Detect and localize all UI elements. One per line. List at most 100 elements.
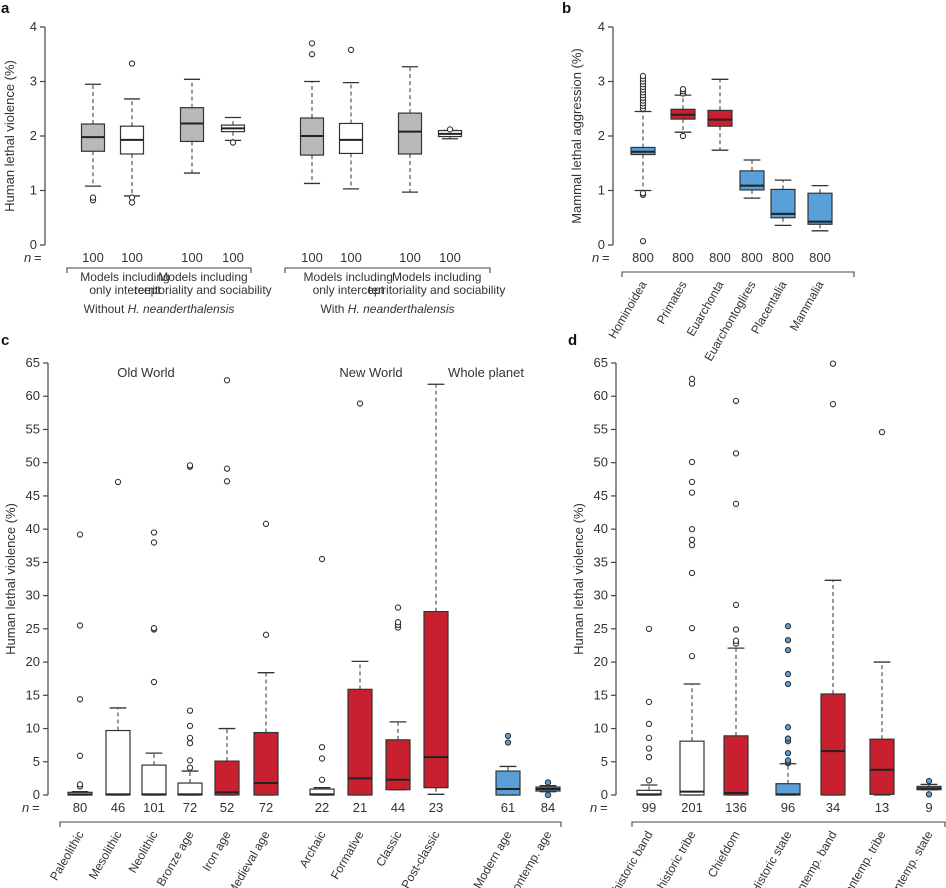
box-plot-3 xyxy=(220,116,246,146)
box-iqr xyxy=(723,735,749,796)
outlier-point xyxy=(128,60,136,67)
outlier-point xyxy=(186,740,194,747)
subgroup-label: territoriality and sociability xyxy=(368,283,505,297)
outlier-point xyxy=(679,132,687,140)
outlier-point xyxy=(732,500,740,508)
n-value: 100 xyxy=(439,250,461,265)
outlier-point xyxy=(925,777,933,785)
outlier-point xyxy=(544,791,552,799)
subgroup-label: territoriality and sociability xyxy=(134,283,271,297)
y-tick-label: 3 xyxy=(598,74,605,89)
box-iqr xyxy=(177,782,203,796)
box-iqr xyxy=(679,740,705,796)
box-iqr xyxy=(385,739,411,791)
outlier-point xyxy=(446,126,454,133)
y-tick-label: 65 xyxy=(594,355,608,370)
box-plot-1 xyxy=(670,85,696,140)
n-value: 100 xyxy=(399,250,421,265)
outlier-point xyxy=(688,375,696,383)
panel-c-chart: 0 5 10 15 20 25 30 35 40 45 50 55 60 65 Human lethal v… xyxy=(3,355,562,888)
y-tick-label: 55 xyxy=(26,421,40,436)
box-iqr xyxy=(775,783,801,796)
outlier-point xyxy=(76,752,84,759)
n-value: 72 xyxy=(183,800,197,815)
n-value: 80 xyxy=(73,800,87,815)
subgroup-label: Models including xyxy=(392,270,481,284)
n-label-eq: = xyxy=(602,250,610,265)
outlier-point xyxy=(784,757,792,764)
outlier-point xyxy=(76,781,84,788)
x-category-label: Contemp. band xyxy=(786,829,839,888)
box-plot-6 xyxy=(916,777,942,798)
box-plot-4 xyxy=(820,360,846,796)
outlier-point xyxy=(76,696,84,703)
box-plot-5 xyxy=(807,184,833,232)
outlier-point xyxy=(732,601,740,609)
panel-b-chart: 0 1 2 3 4 Mammal lethal aggression (%) n = 800 80… xyxy=(569,19,855,363)
x-category-label: Historic state xyxy=(748,828,795,888)
y-tick-label: 30 xyxy=(26,588,40,603)
y-tick-label: 45 xyxy=(26,488,40,503)
box-iqr xyxy=(423,610,449,789)
group-bracket xyxy=(284,267,491,273)
n-value: 100 xyxy=(222,250,244,265)
outlier-point xyxy=(688,569,696,577)
x-category-label: Contemp. state xyxy=(883,828,936,888)
category-bracket xyxy=(631,821,946,827)
group-bracket xyxy=(66,267,252,273)
panel-label-a: a xyxy=(1,0,10,17)
outlier-point xyxy=(639,238,647,245)
panel-d-chart: 0 5 10 15 20 25 30 35 40 45 50 55 60 65 Human lethal v… xyxy=(571,355,946,888)
box-iqr xyxy=(869,738,895,795)
group-label-species: H. neanderthalensis xyxy=(348,302,455,316)
outlier-point xyxy=(262,520,270,527)
outlier-point xyxy=(688,526,696,533)
box-plot-11 xyxy=(535,779,561,799)
y-tick-label: 40 xyxy=(594,521,608,536)
x-category-label: Post-classic xyxy=(398,829,442,888)
n-value: 100 xyxy=(181,250,203,265)
y-axis-title: Human lethal violence (%) xyxy=(2,60,17,212)
y-tick-label: 0 xyxy=(601,787,608,802)
box-plot-0 xyxy=(636,625,662,796)
box-iqr xyxy=(105,729,131,796)
box-plot-3 xyxy=(177,462,203,796)
n-label-eq: = xyxy=(34,250,42,265)
x-category-label: Modern age xyxy=(470,828,514,888)
box-iqr xyxy=(739,170,765,191)
box-plot-4 xyxy=(299,40,325,185)
outlier-point xyxy=(925,791,933,798)
y-tick-label: 50 xyxy=(594,455,608,470)
box-plot-10 xyxy=(495,732,521,796)
box-plot-7 xyxy=(437,126,463,140)
panel-label-c: c xyxy=(1,332,9,349)
n-value: 34 xyxy=(826,800,840,815)
box-plot-5 xyxy=(338,46,364,190)
y-tick-label: 10 xyxy=(26,721,40,736)
group-label: Without H. neanderthalensis xyxy=(84,302,235,316)
group-label-prefix: With xyxy=(320,302,347,316)
outlier-point xyxy=(89,194,97,201)
y-tick-label: 0 xyxy=(30,237,37,252)
outlier-point xyxy=(318,555,326,563)
panel-label-b: b xyxy=(562,0,571,17)
outlier-point xyxy=(645,698,653,706)
n-label-eq: = xyxy=(600,800,608,815)
y-tick-label: 1 xyxy=(30,183,37,198)
outlier-point xyxy=(186,722,194,730)
n-value: 800 xyxy=(741,250,763,265)
outlier-point xyxy=(645,734,653,741)
box-plot-2 xyxy=(723,397,749,796)
group-label-prefix: Without xyxy=(84,302,128,316)
box-plot-0 xyxy=(67,531,93,796)
n-value: 800 xyxy=(632,250,654,265)
outlier-point xyxy=(186,462,194,469)
n-value: 96 xyxy=(781,800,795,815)
outlier-point xyxy=(784,724,792,731)
y-tick-label: 15 xyxy=(26,687,40,702)
outlier-point xyxy=(732,637,740,644)
outlier-point xyxy=(318,755,326,762)
y-tick-label: 3 xyxy=(30,74,37,89)
group-label: With H. neanderthalensis xyxy=(320,302,454,316)
